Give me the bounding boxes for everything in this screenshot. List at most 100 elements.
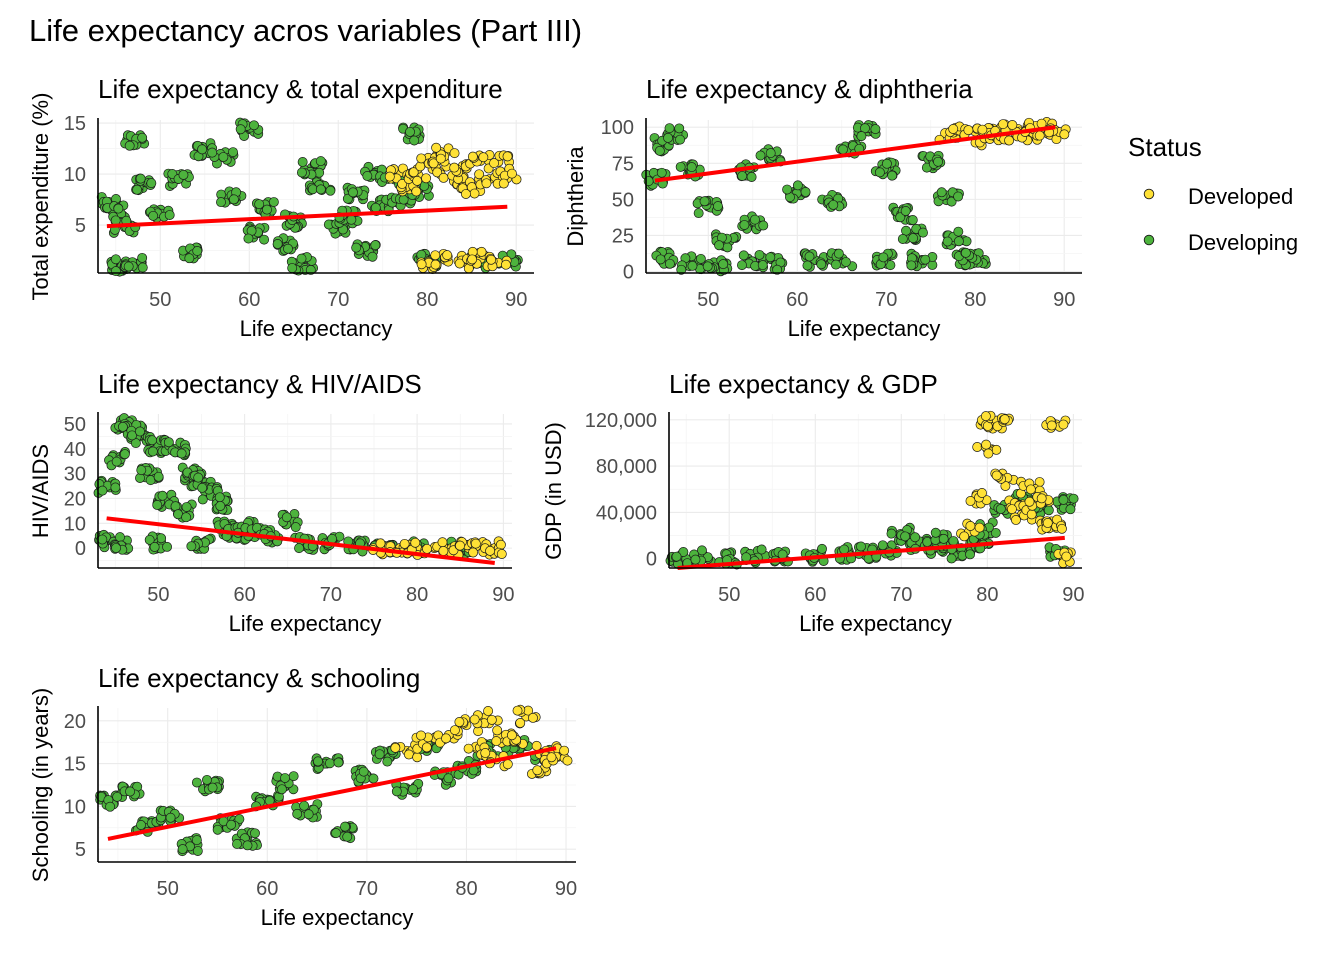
legend-title: Status — [1128, 132, 1202, 162]
data-point — [148, 210, 159, 221]
data-point — [1004, 135, 1015, 146]
data-point — [399, 538, 410, 549]
data-point — [375, 538, 386, 549]
data-point — [374, 749, 385, 760]
y-axis-label: HIV/AIDS — [28, 444, 53, 538]
data-point — [1056, 523, 1067, 534]
data-point — [983, 448, 994, 459]
data-point — [1068, 493, 1079, 504]
data-point — [276, 784, 287, 795]
data-point — [1043, 505, 1054, 516]
data-point — [157, 490, 168, 501]
data-point — [998, 119, 1008, 130]
data-point — [292, 808, 303, 819]
data-point — [718, 259, 729, 270]
x-axis-label: Life expectancy — [240, 316, 393, 341]
data-point — [663, 132, 674, 143]
data-point — [697, 545, 707, 556]
data-point — [191, 777, 202, 788]
x-tick-label: 80 — [455, 878, 477, 900]
data-point — [136, 465, 147, 476]
data-point — [403, 749, 414, 760]
data-point — [181, 512, 192, 523]
data-point — [722, 242, 733, 253]
data-point — [515, 718, 526, 728]
data-point — [348, 187, 358, 198]
y-tick-label: 30 — [64, 464, 86, 486]
data-point — [242, 840, 253, 851]
data-point — [687, 260, 698, 271]
data-point — [288, 771, 299, 782]
data-point — [136, 820, 146, 830]
series-developed — [956, 410, 1076, 569]
data-point — [123, 261, 134, 272]
data-point — [110, 266, 121, 277]
data-point — [112, 791, 123, 802]
data-point — [690, 554, 701, 565]
data-point — [412, 752, 423, 763]
x-tick-label: 70 — [875, 289, 897, 311]
data-point — [481, 178, 492, 189]
data-point — [828, 199, 839, 210]
y-tick-label: 50 — [612, 189, 634, 211]
panel-4: Life expectancy & GDP 50 60 70 80 90 0 40,000 80… — [541, 369, 1085, 636]
y-tick-label: 25 — [612, 225, 634, 247]
data-point — [676, 264, 687, 275]
data-point — [299, 800, 310, 811]
data-point — [268, 197, 279, 208]
y-tick-label: 15 — [64, 754, 86, 776]
y-axis-label: Total expenditure (%) — [28, 93, 53, 301]
data-point — [1006, 504, 1017, 515]
y-tick-label: 0 — [646, 549, 657, 571]
y-tick-label: 0 — [623, 262, 634, 284]
data-point — [870, 124, 881, 135]
data-point — [467, 151, 478, 162]
data-point — [178, 169, 189, 180]
data-point — [468, 547, 479, 558]
scatter-points — [641, 117, 1071, 277]
data-point — [1025, 484, 1036, 495]
data-point — [113, 203, 124, 214]
data-point — [119, 449, 130, 460]
data-point — [930, 527, 941, 538]
data-point — [346, 214, 357, 225]
data-point — [430, 250, 441, 261]
data-point — [254, 199, 265, 210]
x-tick-label: 70 — [320, 584, 342, 606]
x-tick-label: 60 — [234, 584, 256, 606]
x-tick-label: 60 — [256, 878, 278, 900]
data-point — [303, 809, 314, 820]
x-tick-label: 90 — [492, 584, 514, 606]
data-point — [886, 528, 897, 539]
y-tick-label: 10 — [64, 796, 86, 818]
data-point — [296, 167, 307, 178]
x-axis-label: Life expectancy — [261, 905, 414, 930]
x-tick-label: 50 — [697, 289, 719, 311]
data-point — [972, 442, 983, 452]
data-point — [313, 756, 323, 767]
data-point — [693, 208, 704, 219]
data-point — [792, 180, 803, 191]
legend-label-developing: Developing — [1188, 230, 1298, 255]
data-point — [995, 504, 1006, 514]
data-point — [878, 252, 889, 263]
data-point — [816, 259, 827, 270]
data-point — [272, 239, 283, 249]
data-point — [111, 543, 122, 554]
figure-title: Life expectancy acros variables (Part II… — [29, 13, 582, 48]
data-point — [1059, 129, 1070, 140]
data-point — [546, 752, 557, 763]
data-point — [963, 125, 974, 136]
data-point — [342, 831, 353, 842]
data-point — [489, 158, 500, 169]
data-point — [877, 540, 888, 551]
data-point — [802, 260, 813, 271]
data-point — [428, 158, 439, 169]
data-point — [738, 250, 749, 261]
data-point — [1058, 419, 1069, 430]
data-point — [421, 742, 432, 753]
panel-3: Life expectancy & HIV/AIDS 50 60 70 80 90 0 10 2… — [28, 369, 515, 636]
data-point — [235, 124, 246, 135]
y-axis-label: GDP (in USD) — [541, 422, 566, 560]
data-point — [111, 456, 122, 467]
